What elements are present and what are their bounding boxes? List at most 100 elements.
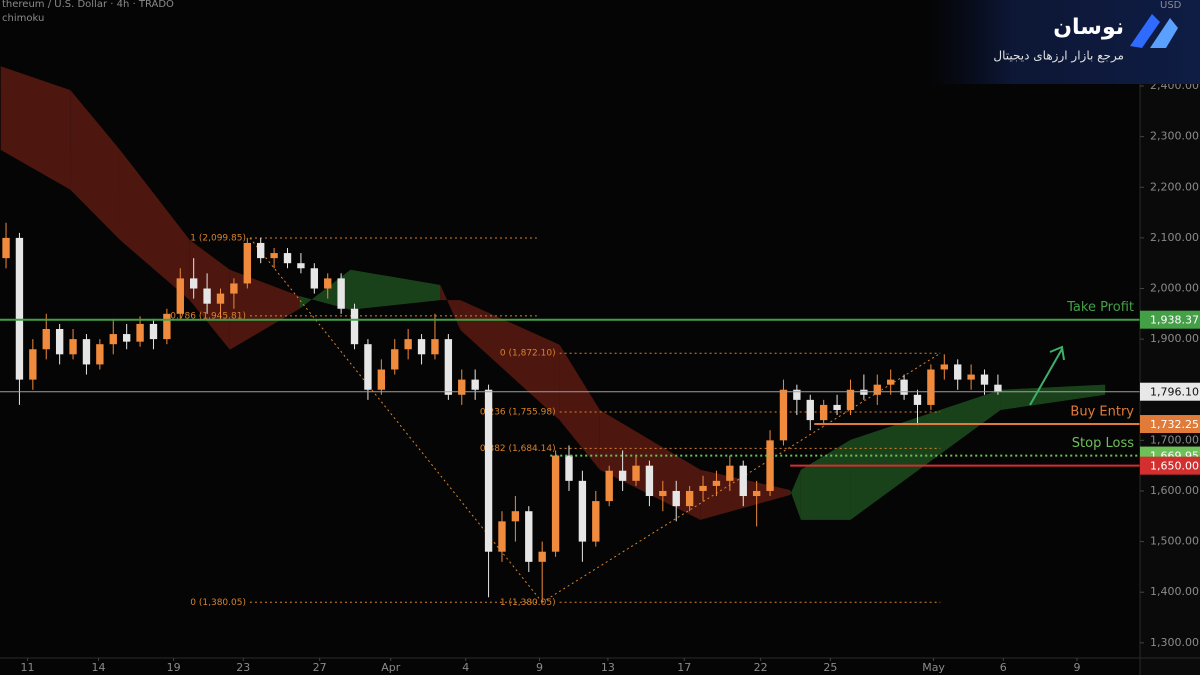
candle-body [538,551,546,562]
candle-body [954,364,962,380]
candle-body [55,329,64,355]
ichimoku-cloud [790,469,801,520]
candle-body [391,349,399,370]
y-tick-label: 1,700.00 [1150,433,1199,446]
candle-body [927,369,935,405]
level-name: Buy Entry [1070,405,1134,420]
candle-body [69,339,77,355]
candle-body [310,268,319,289]
logo-shape [1150,18,1178,48]
x-tick-label: 13 [601,661,615,674]
ichimoku-cloud [460,300,560,421]
ichimoku-cloud [0,66,71,190]
candle-body [900,379,908,395]
candle-body [766,440,774,491]
price-tag-label: 1,650.00 [1150,460,1199,473]
candle-body [444,339,453,395]
candle-body [364,344,372,390]
fib-label: 0.786 (1,945.81) [170,311,246,321]
level-name: Stop Loss [1072,436,1134,451]
x-tick-label: 19 [167,661,181,674]
candle-body [257,242,265,259]
candle-body [752,490,761,497]
plot-area: 1 (2,099.85) 0.786 (1,945.81) 0 (1,380.05)… [0,66,1140,608]
candle-body [82,339,91,365]
symbol-info: thereum / U.S. Dollar · 4h · TRADO [2,0,174,10]
fib-label: 1 (1,380.05) [500,598,556,608]
candle-body [699,485,707,491]
x-tick-label: Apr [381,661,401,674]
fib-label: 0 (1,380.05) [190,598,246,608]
candle-body [739,465,747,497]
ichimoku-cloud [229,269,300,350]
x-tick-label: 22 [754,661,768,674]
level-name: Take Profit [1066,300,1134,315]
price-tag [1140,456,1200,475]
candle-body [29,349,37,380]
candle-body [431,339,439,355]
fib-label: 0.382 (1,684.14) [480,444,556,454]
candle-body [659,490,667,497]
candle-body [377,369,386,390]
x-tick-label: 14 [92,661,106,674]
price-tag [1140,382,1200,401]
x-tick-label: 9 [536,661,543,674]
ichimoku-cloud [440,284,461,331]
candle-body [243,242,251,284]
candle-body [122,334,131,342]
candle-body [793,389,801,400]
x-tick-label: 6 [1000,661,1007,674]
candle-body [511,511,520,522]
candle-body [940,364,948,370]
y-tick-label: 2,200.00 [1150,180,1199,193]
candle-body [632,465,640,481]
candle-body [565,455,573,481]
brand-logo [1130,14,1178,48]
indicator-name: chimoku [2,13,44,24]
candle-body [846,389,855,410]
brand-tagline: مرجع بازار ارزهای دیجیتال [993,49,1124,64]
candle-body [283,253,292,264]
candle-body [980,374,989,385]
price-axis [1140,0,1200,675]
candle-body [2,237,10,259]
candle-body [216,293,225,304]
ichimoku-cloud [1000,384,1106,410]
x-tick-label: 9 [1074,661,1081,674]
y-tick-label: 1,400.00 [1150,585,1199,598]
brand-name: نوسان [1053,15,1124,40]
candle-body [618,470,627,481]
x-tick-label: 4 [462,661,469,674]
candle-body [873,384,881,395]
axis-unit: USD [1160,0,1182,11]
candle-body [887,379,895,385]
x-tick-label: 11 [20,661,34,674]
candle-body [578,480,587,542]
candle-body [96,344,104,365]
candle-body [726,465,734,481]
price-tag-label: 1,732.25 [1150,418,1199,431]
candle-body [149,323,158,340]
y-tick-label: 2,300.00 [1150,130,1199,143]
price-tag [1140,415,1200,434]
candle-body [551,455,560,552]
candle-body [471,379,479,390]
candle-body [297,263,305,269]
candle-body [525,511,533,562]
candle-body [42,329,50,350]
candle-body [833,404,841,410]
candle-body [712,480,721,486]
y-tick-label: 1,500.00 [1150,535,1199,548]
candle-body [498,521,506,552]
candle-body [458,379,466,395]
candle-body [109,334,117,345]
candle-body [592,501,600,542]
candle-body [484,389,493,552]
price-tag-label: 1,938.37 [1150,314,1199,327]
x-tick-label: 23 [236,661,250,674]
candle-body [417,339,426,355]
candle-body [672,490,680,507]
candle-body [350,308,359,345]
